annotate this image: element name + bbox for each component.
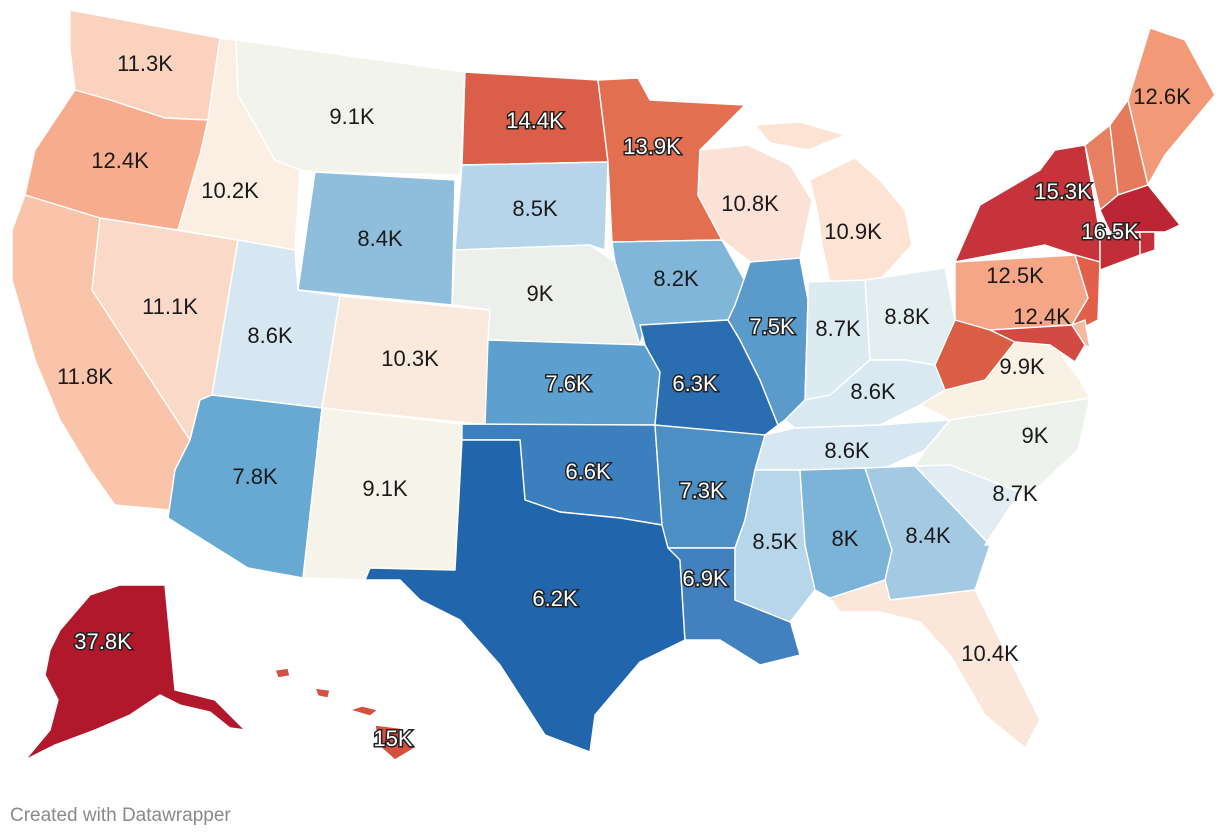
state-label-id: 10.2K xyxy=(201,178,259,203)
state-label-va: 9.9K xyxy=(999,354,1045,379)
state-tx[interactable] xyxy=(364,439,686,753)
state-hi[interactable] xyxy=(274,667,416,761)
state-label-wy: 8.4K xyxy=(357,226,403,251)
state-sd[interactable] xyxy=(454,161,609,251)
state-ak[interactable] xyxy=(24,584,246,761)
state-mi[interactable] xyxy=(754,121,913,283)
state-label-me: 12.6K xyxy=(1133,84,1191,109)
state-label-mt: 9.1K xyxy=(329,104,375,129)
state-label-hi: 15K xyxy=(373,726,412,751)
state-label-nm: 9.1K xyxy=(362,476,408,501)
state-label-wa: 11.3K xyxy=(117,51,173,76)
state-label-nd: 14.4K xyxy=(506,108,564,133)
state-label-il: 7.5K xyxy=(749,314,795,339)
state-label-ar: 7.3K xyxy=(679,478,725,503)
state-label-wi: 10.8K xyxy=(721,191,779,216)
state-label-ok: 6.6K xyxy=(565,459,611,484)
state-label-mo: 6.3K xyxy=(672,371,718,396)
state-label-ut: 8.6K xyxy=(247,323,293,348)
state-label-ga: 8.4K xyxy=(905,523,951,548)
state-label-in: 8.7K xyxy=(815,316,861,341)
state-labels: 11.3K 12.4K 11.8K 11.1K 10.2K 9.1K 8.4K 8.6K 10.… xyxy=(57,51,1191,753)
state-label-ky: 8.6K xyxy=(850,379,896,404)
state-label-co: 10.3K xyxy=(381,346,439,371)
state-label-mn: 13.9K xyxy=(623,134,681,159)
state-shapes xyxy=(11,9,1216,761)
state-label-nv: 11.1K xyxy=(142,294,198,319)
state-label-al: 8K xyxy=(832,526,859,551)
state-label-nj: 12.4K xyxy=(1013,304,1071,329)
state-label-or: 12.4K xyxy=(91,148,149,173)
state-il[interactable] xyxy=(727,257,809,426)
state-fl[interactable] xyxy=(829,579,1041,749)
state-label-ia: 8.2K xyxy=(653,266,699,291)
state-label-ma: 16.5K xyxy=(1081,219,1139,244)
state-label-ca: 11.8K xyxy=(57,364,113,389)
state-label-ks: 7.6K xyxy=(545,371,591,396)
state-ri[interactable] xyxy=(1139,231,1156,256)
state-label-mi: 10.9K xyxy=(824,219,882,244)
state-label-ms: 8.5K xyxy=(752,529,798,554)
state-label-tn: 8.6K xyxy=(824,438,870,463)
state-nc[interactable] xyxy=(914,397,1091,496)
state-de[interactable] xyxy=(1071,319,1091,349)
state-label-nc: 9K xyxy=(1022,423,1049,448)
state-label-pa: 12.5K xyxy=(986,263,1044,288)
state-label-ak: 37.8K xyxy=(74,629,132,654)
state-label-oh: 8.8K xyxy=(884,304,930,329)
state-label-fl: 10.4K xyxy=(961,641,1019,666)
credit-line: Created with Datawrapper xyxy=(10,805,231,826)
state-label-ny: 15.3K xyxy=(1034,179,1092,204)
state-label-sd: 8.5K xyxy=(512,196,558,221)
state-ma[interactable] xyxy=(1099,184,1181,233)
state-label-la: 6.9K xyxy=(682,566,728,591)
state-label-sc: 8.7K xyxy=(992,481,1038,506)
state-label-az: 7.8K xyxy=(232,464,278,489)
state-label-ne: 9K xyxy=(527,281,554,306)
state-label-tx: 6.2K xyxy=(532,586,578,611)
